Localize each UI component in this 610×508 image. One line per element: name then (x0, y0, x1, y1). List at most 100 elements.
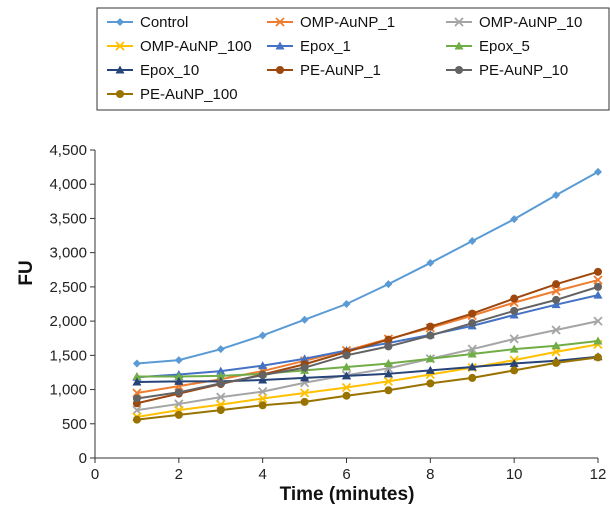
legend-swatch-marker (276, 66, 284, 74)
legend-item-pe-aunp-100: PE-AuNP_100 (107, 86, 238, 103)
data-point-pe-aunp-10 (174, 388, 183, 397)
y-tick-label: 4,500 (49, 142, 87, 159)
legend-label: Epox_5 (479, 38, 530, 55)
legend-swatch-marker (455, 66, 463, 74)
y-tick-label: 1,000 (49, 382, 87, 399)
series-line-control (136, 171, 599, 365)
series-line-omp-aunp-100 (136, 343, 599, 418)
data-point-control (300, 315, 309, 324)
data-point-epox-1 (258, 361, 268, 370)
data-point-pe-aunp-1 (468, 309, 477, 318)
data-point-control (426, 258, 435, 267)
series-line-omp-aunp-10 (136, 320, 599, 412)
data-point-pe-aunp-100 (342, 391, 351, 400)
legend-label: Control (140, 14, 188, 31)
data-point-pe-aunp-100 (594, 353, 602, 362)
legend-item-epox-10: Epox_10 (107, 62, 199, 79)
data-point-pe-aunp-10 (300, 363, 309, 372)
data-point-pe-aunp-100 (216, 406, 225, 415)
legend-label: OMP-AuNP_10 (479, 14, 582, 31)
data-point-epox-5 (509, 344, 519, 353)
data-point-epox-5 (132, 372, 142, 381)
legend-item-epox-5: Epox_5 (446, 38, 530, 55)
data-point-epox-10 (509, 359, 519, 368)
data-point-pe-aunp-10 (552, 295, 561, 304)
legend-item-omp-aunp-100: OMP-AuNP_100 (107, 38, 252, 55)
y-tick-label: 3,000 (49, 245, 87, 262)
data-point-epox-1 (551, 300, 561, 309)
data-point-control (258, 331, 267, 340)
y-tick-label: 1,500 (49, 347, 87, 364)
data-point-omp-aunp-10 (258, 386, 268, 397)
data-point-epox-5 (383, 359, 393, 368)
legend-box (96, 7, 610, 111)
data-point-epox-10 (425, 365, 435, 374)
series-epox-5 (132, 336, 603, 381)
x-tick-label: 0 (91, 466, 99, 483)
legend-swatch-marker (454, 17, 464, 27)
data-point-omp-aunp-100 (258, 393, 268, 404)
data-point-pe-aunp-1 (552, 280, 561, 289)
legend-label: Epox_1 (300, 38, 351, 55)
y-tick-label: 2,000 (49, 313, 87, 330)
data-point-epox-5 (174, 372, 184, 381)
legend-item-pe-aunp-10: PE-AuNP_10 (446, 62, 568, 79)
data-point-pe-aunp-10 (468, 319, 477, 328)
data-point-control (510, 215, 519, 224)
data-point-control (468, 237, 477, 246)
data-point-pe-aunp-1 (594, 267, 602, 276)
axes: 0 500 1,000 1,500 2,000 2,500 3,000 3,500 4,000 4… (49, 142, 606, 483)
data-point-omp-aunp-10 (132, 405, 142, 415)
series-line-pe-aunp-100 (136, 356, 599, 421)
data-point-epox-10 (383, 369, 393, 378)
legend-label: PE-AuNP_10 (479, 62, 568, 79)
x-tick-label: 10 (506, 466, 523, 483)
data-point-omp-aunp-10 (467, 344, 477, 354)
legend-label: OMP-AuNP_1 (300, 14, 395, 31)
data-point-pe-aunp-100 (132, 415, 141, 424)
series-line-epox-10 (136, 355, 599, 384)
series-line-epox-5 (136, 339, 599, 378)
data-point-control (132, 359, 141, 368)
legend-label: OMP-AuNP_100 (140, 38, 252, 55)
data-point-omp-aunp-100 (383, 376, 394, 386)
data-point-pe-aunp-10 (426, 331, 435, 340)
y-axis-title: FU (16, 260, 37, 285)
data-point-omp-aunp-1 (593, 275, 603, 285)
data-point-omp-aunp-10 (551, 325, 561, 335)
data-point-epox-1 (300, 354, 310, 363)
data-point-epox-5 (551, 341, 561, 350)
data-point-pe-aunp-10 (216, 379, 225, 388)
data-point-pe-aunp-10 (342, 351, 351, 360)
data-point-pe-aunp-100 (468, 373, 477, 382)
data-point-epox-10 (300, 373, 310, 382)
data-point-epox-10 (467, 362, 477, 371)
data-point-omp-aunp-10 (593, 316, 603, 326)
data-point-omp-aunp-10 (509, 334, 519, 344)
series-pe-aunp-100 (132, 353, 602, 424)
legend-item-epox-1: Epox_1 (267, 38, 351, 55)
series-control (132, 167, 602, 368)
data-point-pe-aunp-10 (510, 306, 519, 315)
data-point-omp-aunp-100 (299, 388, 310, 398)
legend-swatch-marker (454, 41, 464, 50)
legend-swatch-marker (115, 41, 125, 51)
data-point-epox-10 (258, 375, 268, 384)
data-point-control (342, 300, 351, 308)
x-axis-title: Time (minutes) (280, 484, 415, 505)
data-point-pe-aunp-10 (132, 394, 141, 403)
data-point-epox-10 (342, 371, 351, 380)
y-tick-label: 2,500 (49, 279, 87, 296)
data-point-pe-aunp-100 (300, 397, 309, 406)
data-point-epox-5 (342, 362, 351, 371)
x-tick-label: 8 (426, 466, 434, 483)
data-point-pe-aunp-100 (174, 410, 183, 419)
legend-swatch-marker (115, 65, 125, 74)
legend-swatch-marker (116, 18, 124, 26)
data-point-pe-aunp-10 (384, 342, 393, 351)
x-tick-label: 6 (342, 466, 350, 483)
data-point-epox-10 (174, 376, 184, 385)
legend-swatch-marker (116, 90, 124, 98)
data-point-omp-aunp-100 (341, 382, 352, 393)
data-point-pe-aunp-10 (258, 371, 267, 380)
